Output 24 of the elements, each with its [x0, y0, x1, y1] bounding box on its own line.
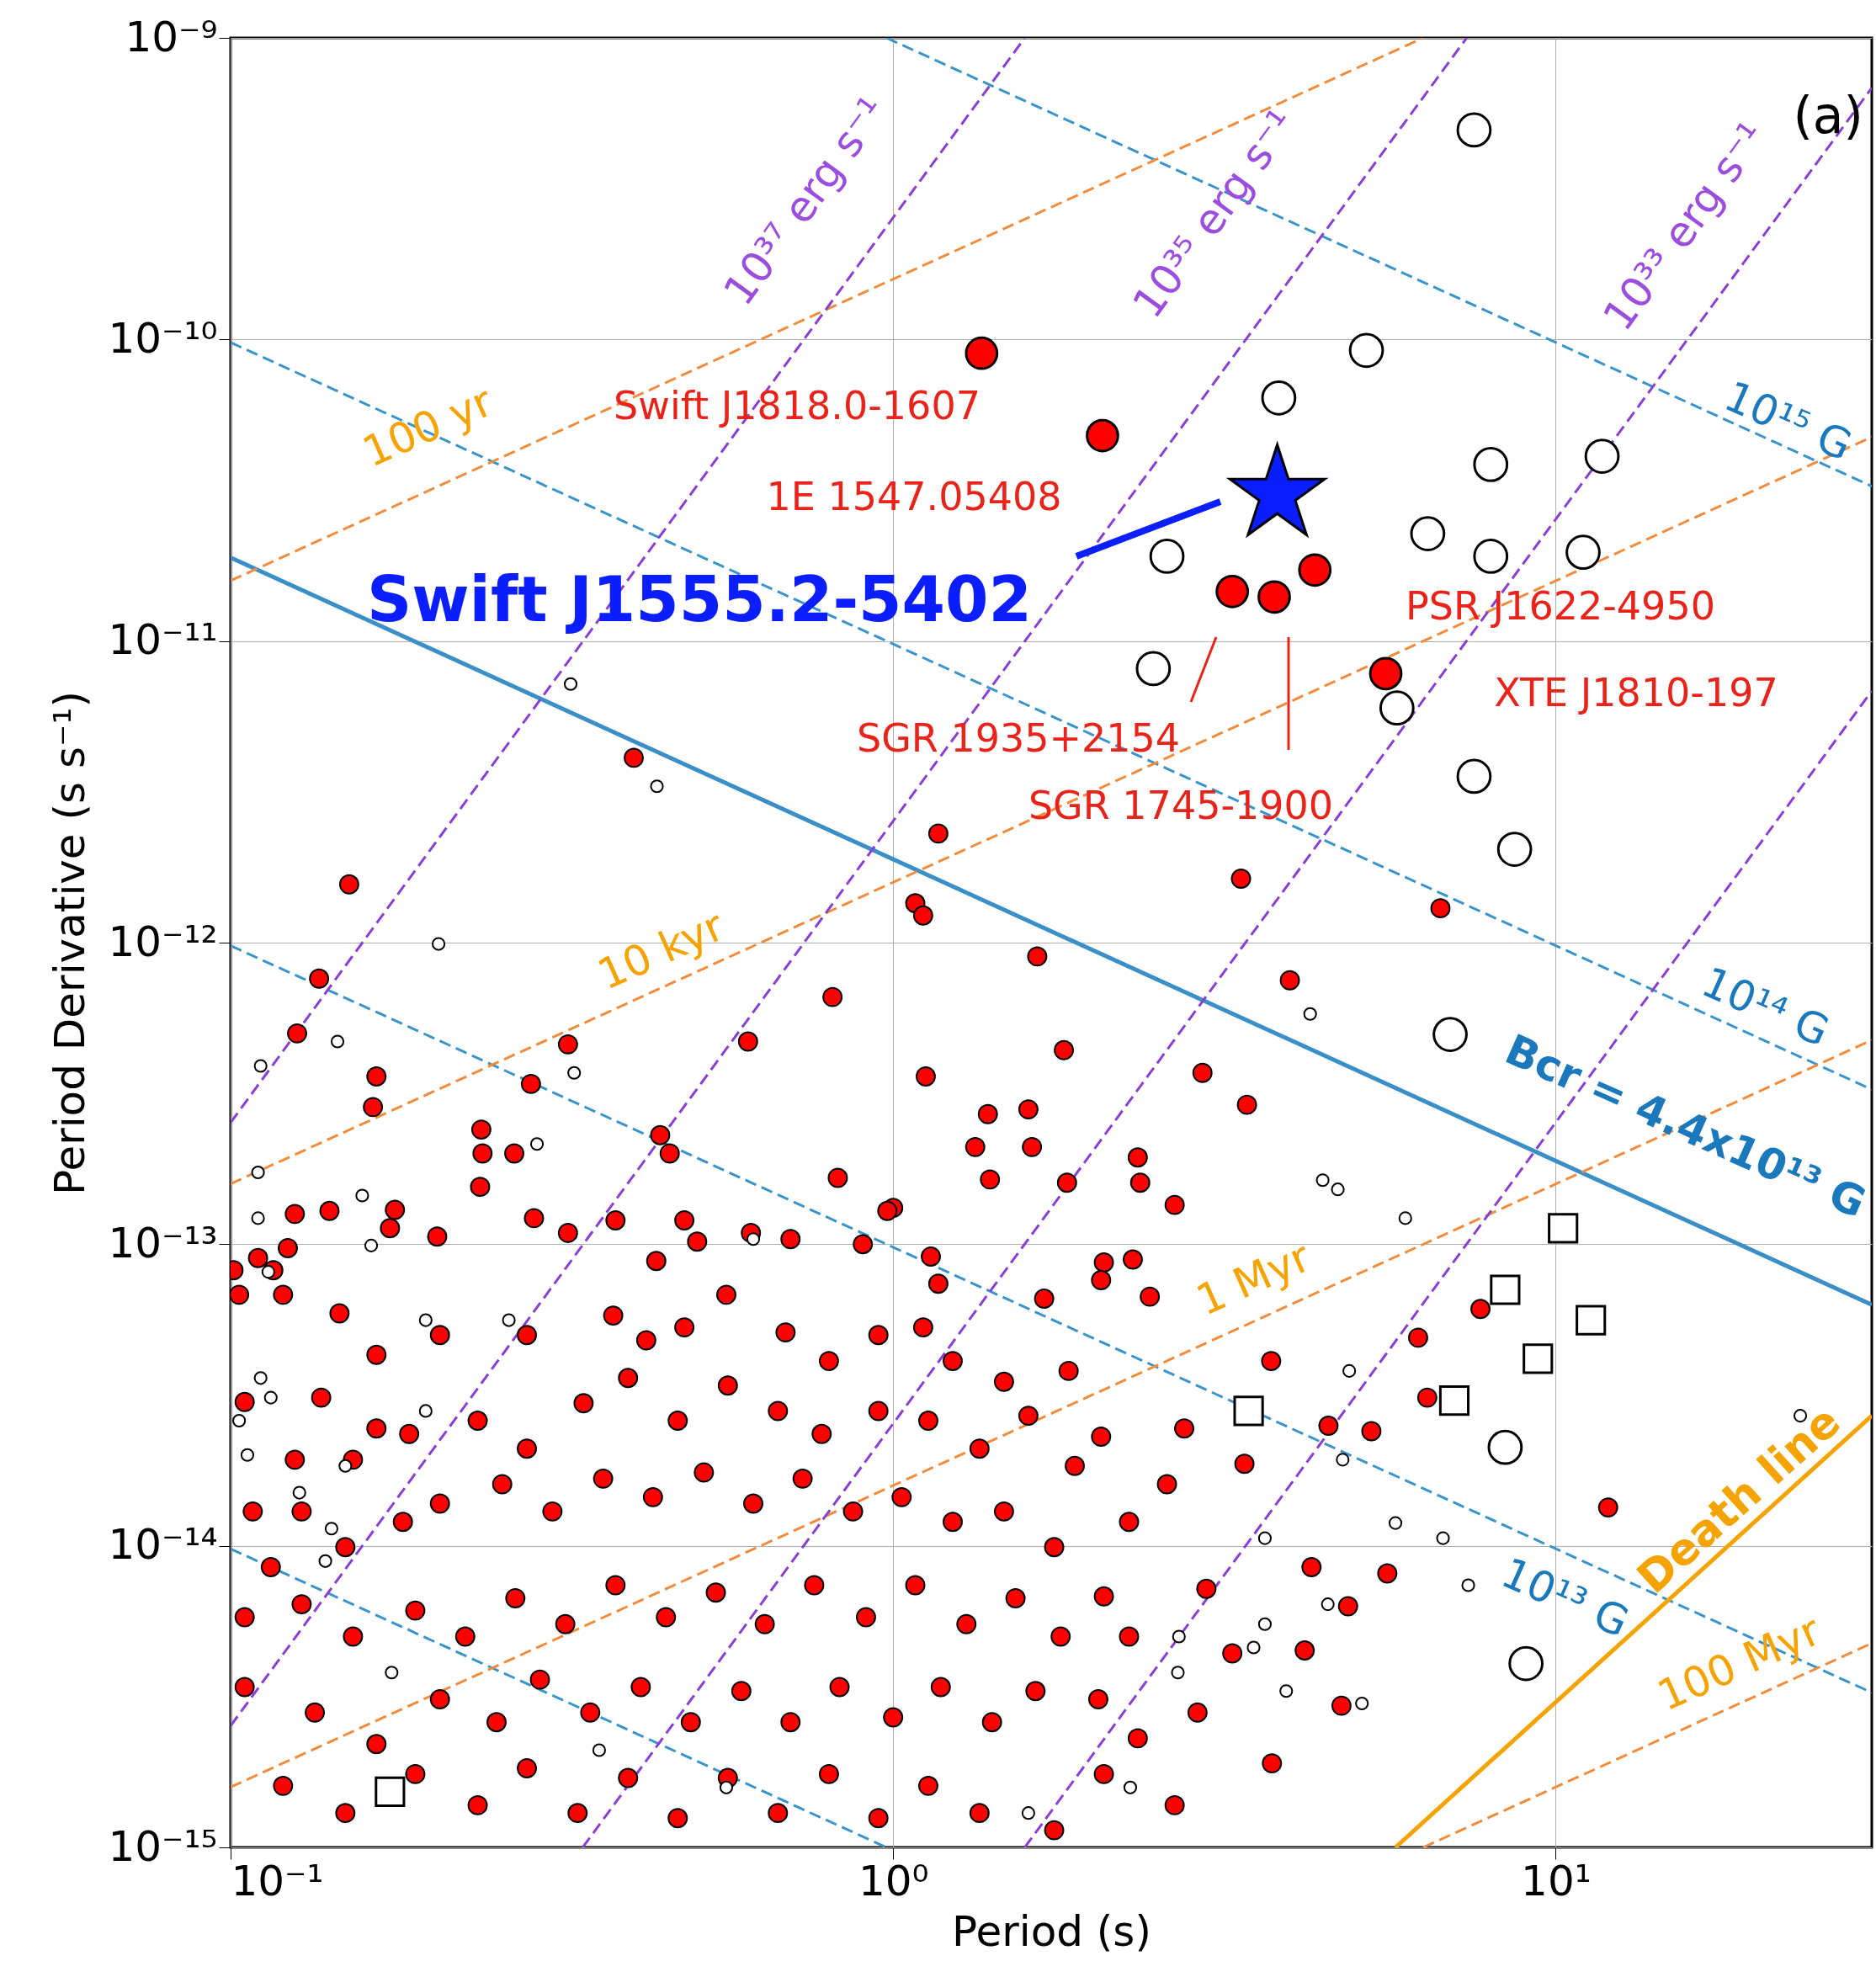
y-tick-label: 10⁻¹³ [108, 1218, 218, 1268]
annotation: (a) [1793, 86, 1863, 145]
y-tick-label: 10⁻¹² [108, 917, 218, 966]
annotation: 10¹⁴ G [1694, 957, 1836, 1056]
annotation: 100 Myr [1650, 1605, 1828, 1721]
x-tick-label: 10⁰ [858, 1856, 929, 1905]
annotation: 10¹⁵ G [1717, 371, 1859, 470]
annotation: 10¹³ G [1494, 1548, 1636, 1647]
y-tick-label: 10⁻¹⁰ [108, 313, 218, 363]
x-tick-label: 10¹ [1521, 1856, 1592, 1905]
annotation: 1E 1547.05408 [766, 474, 1062, 519]
annotation: 100 yr [355, 376, 501, 477]
y-tick-label: 10⁻¹⁴ [108, 1520, 218, 1570]
annotation: PSR J1622-4950 [1406, 583, 1715, 629]
y-tick-label: 10⁻¹¹ [108, 615, 218, 665]
annotation: 1 Myr [1188, 1231, 1318, 1326]
x-tick-label: 10⁻¹ [231, 1856, 324, 1905]
annotation: Swift J1818.0-1607 [614, 383, 981, 428]
y-axis-title: Period Derivative (s s⁻¹) [45, 691, 95, 1195]
annotation: XTE J1810-197 [1494, 670, 1778, 715]
y-tick-label: 10⁻¹⁵ [108, 1821, 218, 1871]
y-tick-label: 10⁻⁹ [125, 12, 218, 61]
x-axis-title: Period (s) [952, 1906, 1151, 1956]
annotation: 10 kyr [590, 901, 732, 1000]
